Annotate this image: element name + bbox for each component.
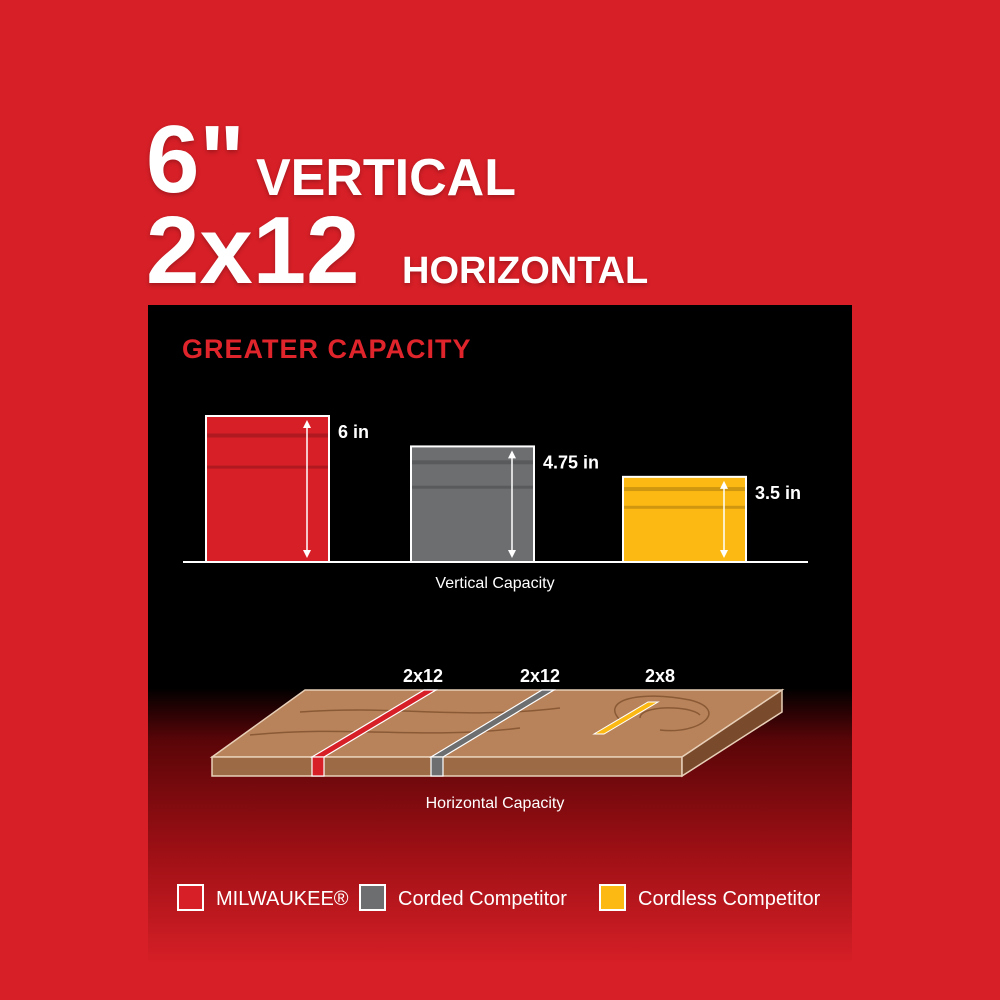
panel-title: GREATER CAPACITY xyxy=(182,334,472,364)
horizontal-capacity-label: Horizontal Capacity xyxy=(426,795,565,812)
arrow-head xyxy=(303,550,311,558)
bar-data-label: 3.5 in xyxy=(755,483,801,503)
arrow-head xyxy=(508,450,516,459)
cut-label: 2x8 xyxy=(645,666,675,686)
arrow-head xyxy=(508,550,516,558)
bar-data-label: 4.75 in xyxy=(543,452,599,472)
bar-molding xyxy=(207,465,328,469)
legend-label: MILWAUKEE® xyxy=(216,888,349,910)
bar-molding xyxy=(207,433,328,438)
cut-edge xyxy=(430,756,444,777)
cut-label: 2x12 xyxy=(403,666,443,686)
arrow-head xyxy=(303,420,311,428)
bar xyxy=(410,445,535,563)
cut-label: 2x12 xyxy=(520,666,560,686)
x-axis-label: Vertical Capacity xyxy=(435,575,554,592)
headline-vertical: VERTICAL xyxy=(256,149,516,207)
legend-swatch xyxy=(177,884,204,911)
legend-swatch xyxy=(359,884,386,911)
legend-label: Cordless Competitor xyxy=(638,888,821,910)
arrow-head xyxy=(720,480,728,489)
bar-molding xyxy=(412,460,533,465)
legend-label: Corded Competitor xyxy=(398,888,567,910)
bar-molding xyxy=(624,505,745,509)
bar xyxy=(622,475,747,564)
wood-board xyxy=(209,688,785,778)
bar-molding xyxy=(412,485,533,489)
headline-6: 6" xyxy=(146,106,245,213)
headline-horizontal: HORIZONTAL xyxy=(402,250,649,292)
bar xyxy=(205,415,330,563)
bar-data-label: 6 in xyxy=(338,422,369,442)
arrow-head xyxy=(720,550,728,558)
headline-2x12: 2x12 xyxy=(146,197,360,304)
legend-swatch xyxy=(599,884,626,911)
cut-line xyxy=(592,701,660,735)
bar-molding xyxy=(624,487,745,492)
cut-edge xyxy=(311,756,325,777)
